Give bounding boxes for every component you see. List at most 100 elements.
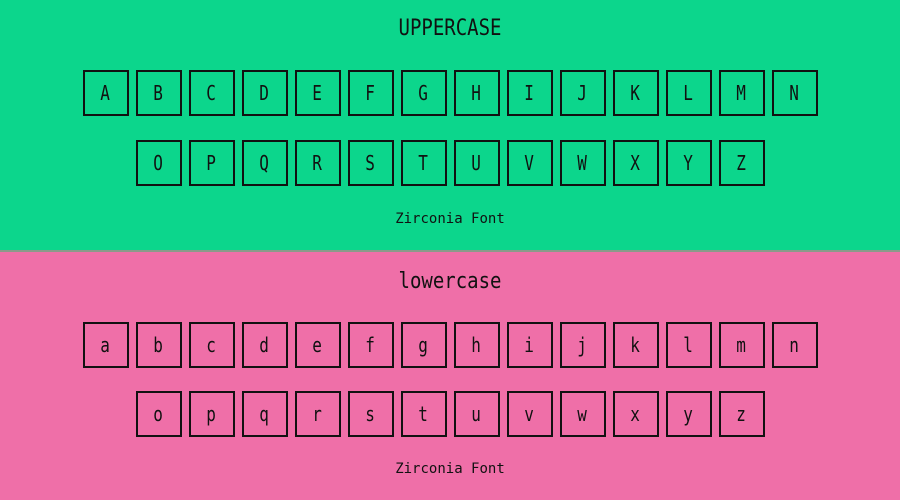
glyph: J <box>577 81 588 105</box>
glyph: c <box>206 333 217 357</box>
glyph: d <box>259 333 270 357</box>
glyph: q <box>259 402 270 426</box>
glyph: D <box>259 81 270 105</box>
glyph-box: r <box>294 391 341 437</box>
glyph-box: I <box>506 70 553 116</box>
font-name-label: Zirconia Font <box>395 211 505 227</box>
glyph-box: w <box>559 391 606 437</box>
glyph-box: s <box>347 391 394 437</box>
glyph-box: u <box>453 391 500 437</box>
glyph-box: P <box>188 140 235 186</box>
glyph: T <box>418 151 429 175</box>
glyph: j <box>577 333 588 357</box>
glyph-box: U <box>453 140 500 186</box>
glyph-box: C <box>188 70 235 116</box>
glyph-box: q <box>241 391 288 437</box>
glyph: K <box>630 81 641 105</box>
glyph: R <box>312 151 323 175</box>
glyph: a <box>100 333 111 357</box>
glyph-box: d <box>241 322 288 368</box>
glyph-box: y <box>665 391 712 437</box>
glyph-box: m <box>718 322 765 368</box>
glyph-box: M <box>718 70 765 116</box>
glyph-box: R <box>294 140 341 186</box>
glyph-box: D <box>241 70 288 116</box>
glyph-box: o <box>135 391 182 437</box>
glyph: h <box>471 333 482 357</box>
glyph-box: O <box>135 140 182 186</box>
glyph: m <box>736 333 747 357</box>
glyph: l <box>683 333 694 357</box>
glyph: Y <box>683 151 694 175</box>
font-name-label: Zirconia Font <box>395 461 505 477</box>
glyph: t <box>418 402 429 426</box>
glyph: y <box>683 402 694 426</box>
glyph-box: N <box>771 70 818 116</box>
glyph-box: H <box>453 70 500 116</box>
glyph-box: f <box>347 322 394 368</box>
glyph-box: F <box>347 70 394 116</box>
glyph: X <box>630 151 641 175</box>
glyph: x <box>630 402 641 426</box>
glyph-box: V <box>506 140 553 186</box>
glyph: V <box>524 151 535 175</box>
glyph-box: k <box>612 322 659 368</box>
glyph: G <box>418 81 429 105</box>
glyph: C <box>206 81 217 105</box>
glyph-box: X <box>612 140 659 186</box>
glyph: o <box>153 402 164 426</box>
section-title: lowercase <box>398 268 502 294</box>
glyph: f <box>365 333 376 357</box>
glyph-box: x <box>612 391 659 437</box>
glyph: r <box>312 402 323 426</box>
glyph: H <box>471 81 482 105</box>
glyph: A <box>100 81 111 105</box>
glyph: Z <box>736 151 747 175</box>
glyph: W <box>577 151 588 175</box>
glyph: g <box>418 333 429 357</box>
glyph-box: J <box>559 70 606 116</box>
glyph: Q <box>259 151 270 175</box>
glyph: s <box>365 402 376 426</box>
glyph-box: G <box>400 70 447 116</box>
glyph: I <box>524 81 535 105</box>
glyph-box: W <box>559 140 606 186</box>
glyph-row-2: O P Q R S T U V W X Y Z <box>0 140 900 186</box>
glyph: e <box>312 333 323 357</box>
glyph-row-1: a b c d e f g h i j k l m n <box>0 322 900 368</box>
glyph: i <box>524 333 535 357</box>
glyph-box: n <box>771 322 818 368</box>
glyph-box: j <box>559 322 606 368</box>
glyph-box: Q <box>241 140 288 186</box>
glyph: S <box>365 151 376 175</box>
lowercase-section: lowercase a b c d e f g h i j k l m n o p q r s t u v w x y z Zi… <box>0 250 900 500</box>
glyph: U <box>471 151 482 175</box>
glyph-box: K <box>612 70 659 116</box>
glyph: k <box>630 333 641 357</box>
glyph-box: g <box>400 322 447 368</box>
glyph-box: e <box>294 322 341 368</box>
glyph: O <box>153 151 164 175</box>
glyph-row-2: o p q r s t u v w x y z <box>0 391 900 437</box>
glyph-box: E <box>294 70 341 116</box>
glyph-box: Y <box>665 140 712 186</box>
glyph-box: c <box>188 322 235 368</box>
glyph: p <box>206 402 217 426</box>
glyph-box: t <box>400 391 447 437</box>
glyph-box: v <box>506 391 553 437</box>
glyph: v <box>524 402 535 426</box>
glyph-box: Z <box>718 140 765 186</box>
glyph: L <box>683 81 694 105</box>
glyph-box: B <box>135 70 182 116</box>
glyph-box: A <box>82 70 129 116</box>
glyph: n <box>789 333 800 357</box>
glyph-box: i <box>506 322 553 368</box>
glyph-box: b <box>135 322 182 368</box>
glyph: E <box>312 81 323 105</box>
glyph-box: h <box>453 322 500 368</box>
glyph: w <box>577 402 588 426</box>
glyph: z <box>736 402 747 426</box>
glyph: N <box>789 81 800 105</box>
glyph: P <box>206 151 217 175</box>
glyph: M <box>736 81 747 105</box>
